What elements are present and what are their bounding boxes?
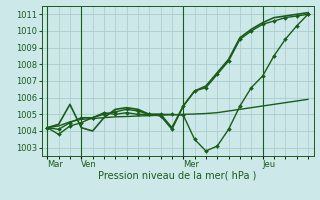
- X-axis label: Pression niveau de la mer( hPa ): Pression niveau de la mer( hPa ): [99, 171, 257, 181]
